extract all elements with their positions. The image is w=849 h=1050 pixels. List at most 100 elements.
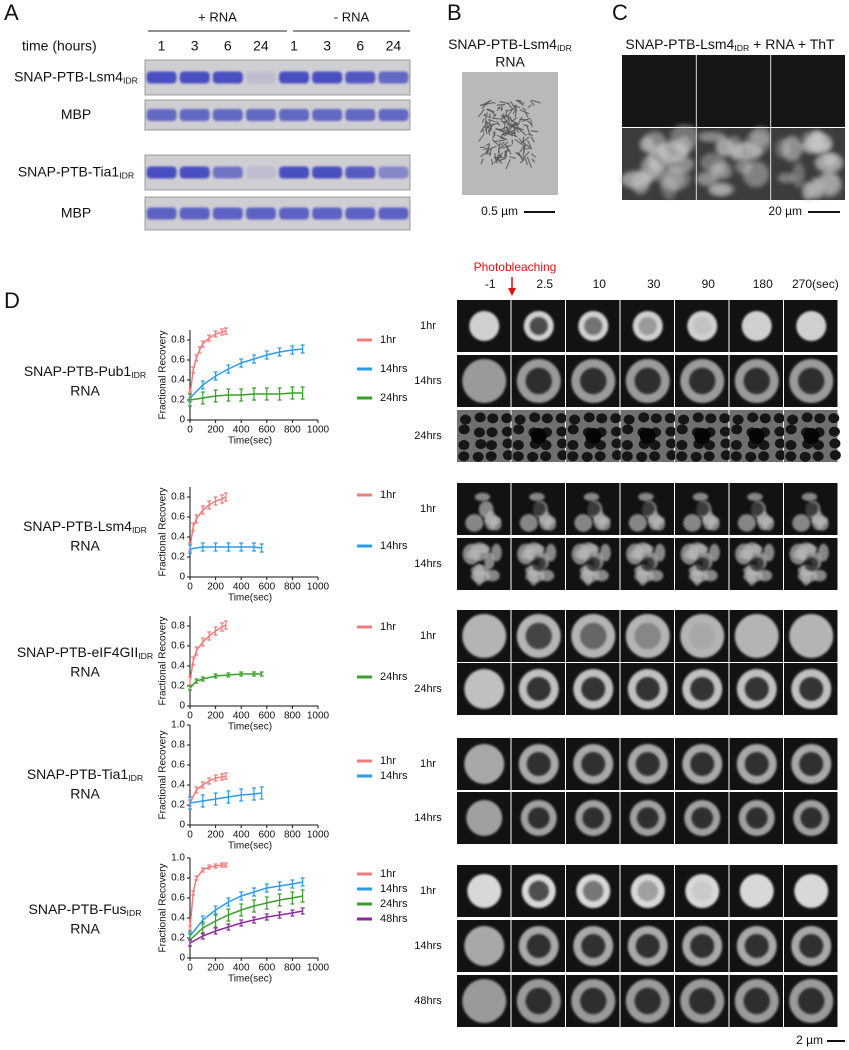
fibril: [477, 108, 485, 118]
condensate: [683, 514, 702, 532]
cell: [567, 440, 579, 451]
condensate: [818, 543, 829, 562]
arrow-head: [508, 288, 516, 296]
y-tick-label: 0.4: [171, 532, 185, 543]
condensate: [709, 543, 720, 562]
legend-label: 24hrs: [380, 671, 408, 683]
condensate: [670, 124, 699, 152]
fibril: [522, 151, 530, 159]
x-axis-label: Time(sec): [228, 436, 272, 447]
error-bar: [213, 792, 218, 806]
condensate: [626, 543, 645, 565]
error-bar: [226, 908, 231, 922]
x-axis-label: Time(sec): [228, 722, 272, 733]
fibril: [503, 131, 508, 137]
cell: [758, 451, 770, 462]
fibril: [496, 120, 501, 126]
label: RNA: [70, 538, 100, 554]
bleach-spot: [531, 502, 546, 516]
cell: [676, 451, 688, 462]
gel-band: [279, 71, 310, 84]
cell: [473, 427, 485, 438]
label-text: SNAP-PTB-Lsm4: [448, 36, 557, 52]
micrograph: [622, 55, 697, 127]
error-bar: [200, 676, 205, 682]
y-tick-label: 0.2: [171, 800, 185, 811]
cell: [801, 412, 813, 423]
condensate: [680, 543, 699, 565]
y-tick-label: 0: [179, 415, 185, 426]
y-tick-label: 0.6: [171, 760, 185, 771]
error-bar: [200, 505, 205, 515]
condensate: [574, 514, 593, 532]
label: SNAP-PTB-Tia1IDR: [18, 163, 134, 181]
fibril: [526, 156, 533, 168]
cell: [474, 412, 486, 423]
x-tick-label: 800: [284, 582, 301, 593]
error-bar: [264, 387, 269, 401]
error-bar: [207, 334, 212, 342]
time-point: 14hrs: [414, 375, 442, 387]
error-bar: [220, 773, 224, 781]
condensate: [654, 543, 666, 562]
x-tick-label: 1000: [307, 425, 330, 436]
y-tick-label: 0.8: [171, 740, 185, 751]
data-line: [189, 881, 303, 937]
error-bar: [277, 911, 282, 919]
error-bar: [188, 925, 192, 931]
error-bar: [213, 774, 218, 782]
x-tick-label: 200: [207, 711, 224, 722]
cell: [485, 451, 497, 462]
fibril: [501, 132, 506, 136]
error-bar: [194, 875, 199, 881]
error-bar: [194, 678, 199, 684]
bleach-spot: [640, 502, 655, 516]
cell: [475, 439, 487, 450]
cell: [557, 450, 569, 461]
cell: [828, 413, 840, 424]
error-bar: [223, 620, 228, 630]
fibril: [510, 133, 518, 138]
cell: [458, 440, 470, 451]
y-axis-label: Fractional Recovery: [158, 731, 169, 820]
cell: [785, 424, 797, 435]
error-bar: [300, 344, 305, 354]
error-bar: [252, 887, 256, 897]
condensate: [777, 172, 797, 184]
subscript: IDR: [132, 525, 147, 535]
error-bar: [226, 672, 231, 678]
time-point: 1hr: [420, 630, 436, 642]
error-bar: [188, 676, 192, 686]
error-bar: [300, 889, 305, 903]
fibril: [502, 117, 512, 124]
error-bar: [239, 891, 244, 901]
label: MBP: [61, 204, 91, 220]
y-axis-label: Fractional Recovery: [158, 331, 169, 420]
fibril: [486, 109, 496, 113]
fibril: [484, 122, 488, 135]
y-tick-label: 0: [179, 572, 185, 583]
cell: [829, 438, 841, 449]
error-bar: [264, 896, 269, 910]
x-tick-label: 200: [207, 830, 224, 841]
error-bar: [207, 777, 212, 785]
cell: [581, 451, 593, 462]
bleach-spot: [582, 807, 605, 829]
bleach-spot: [745, 807, 768, 829]
label: SNAP-PTB-eIF4GIIIDR: [17, 644, 153, 662]
fibril: [517, 100, 525, 105]
cell: [719, 426, 731, 437]
condensate: [801, 492, 818, 502]
cell: [622, 424, 634, 435]
fibril: [516, 116, 523, 127]
label: RNA: [70, 664, 100, 680]
droplet: [789, 614, 834, 658]
y-axis-label: Fractional Recovery: [158, 617, 169, 706]
bleach-spot: [526, 752, 551, 776]
x-tick-label: 600: [258, 582, 275, 593]
y-tick-label: 0: [179, 820, 185, 831]
condensate: [692, 492, 709, 502]
cell: [692, 412, 704, 423]
bleach-spot: [640, 557, 655, 571]
cell: [745, 451, 757, 462]
